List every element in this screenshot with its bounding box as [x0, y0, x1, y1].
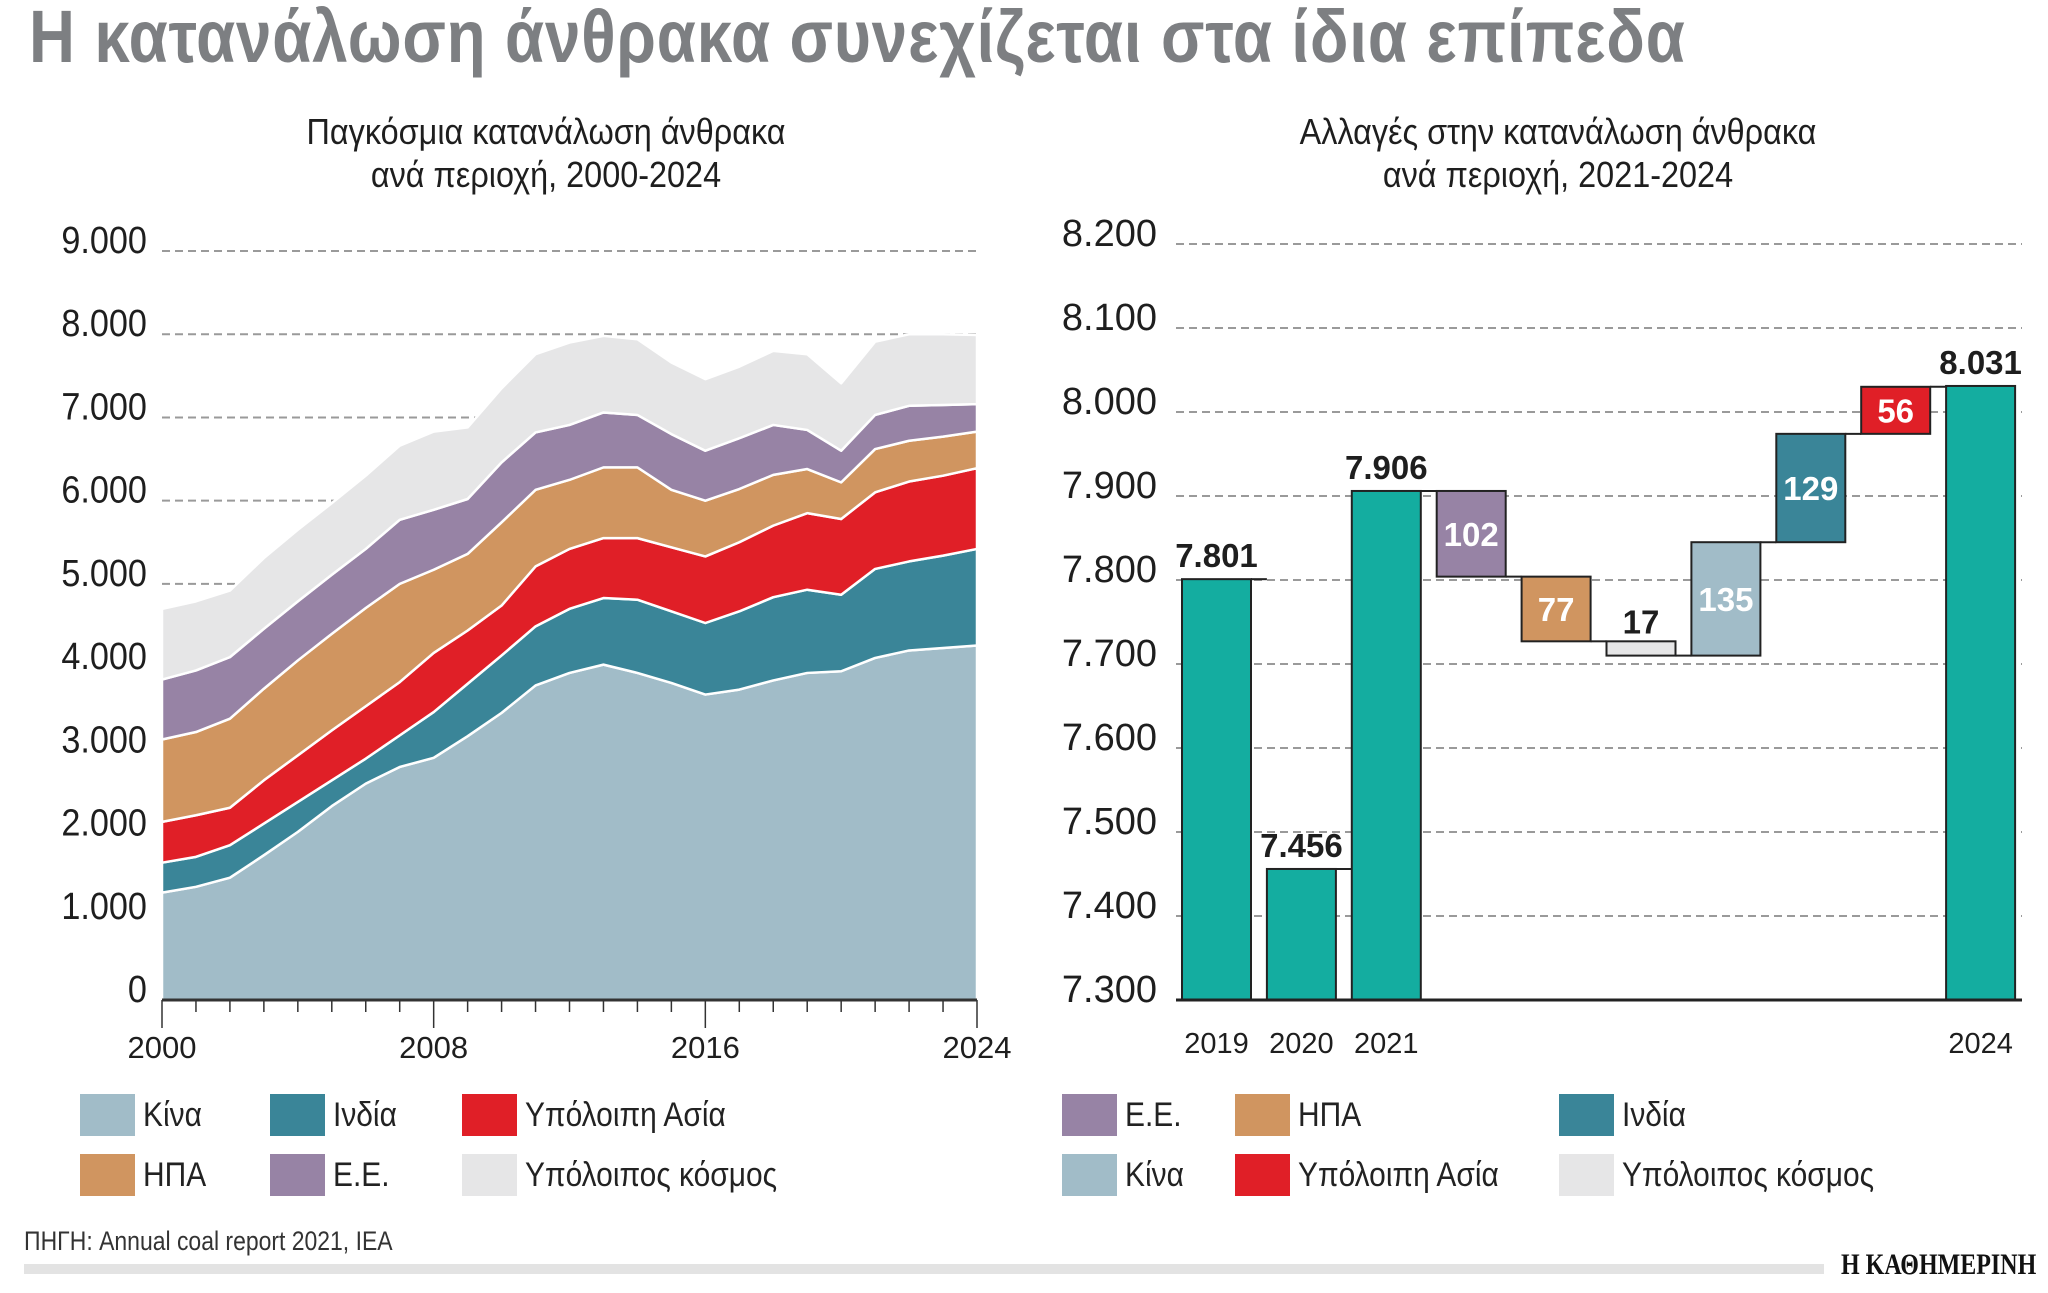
legend-item: Υπόλοιπη Ασία: [1235, 1153, 1526, 1197]
legend-swatch: [270, 1154, 325, 1196]
left-chart-title-line1: Παγκόσμια κατανάλωση άνθρακα: [306, 111, 786, 152]
legend-label: Υπόλοιπη Ασία: [1298, 1155, 1499, 1194]
legend-swatch: [80, 1154, 135, 1196]
bar-value-label: 56: [1877, 392, 1914, 429]
legend-swatch: [1559, 1154, 1614, 1196]
total-bar: [1181, 578, 1252, 1001]
x-tick-label: 2024: [1948, 1028, 2013, 1060]
bar-value-label: 7.456: [1260, 827, 1343, 864]
y-tick-label: 8.100: [1062, 297, 1157, 339]
total-bar: [1350, 489, 1422, 1001]
left-chart-title-line2: ανά περιοχή, 2000-2024: [370, 154, 722, 195]
right-chart-title-line1: Αλλαγές στην κατανάλωση άνθρακα: [1299, 111, 1817, 152]
total-bar: [1265, 867, 1337, 1002]
legend-label: Ε.Ε.: [333, 1155, 390, 1194]
waterfall-chart: 7.300 7.400 7.500 7.600 7.700 7.800 7.900 8.000…: [1062, 213, 2022, 1060]
legend-item: Κίνα: [1062, 1153, 1192, 1197]
y-tick-label: 7.500: [1062, 801, 1157, 843]
legend-label: Κίνα: [1125, 1155, 1184, 1194]
main-title: Η κατανάλωση άνθρακα συνεχίζεται στα ίδι…: [29, 0, 1686, 78]
y-tick-label: 7.000: [61, 385, 147, 428]
legend-swatch: [462, 1154, 517, 1196]
legend-swatch: [1062, 1094, 1117, 1136]
y-tick-label: 1.000: [61, 884, 147, 927]
x-tick-label: 2021: [1354, 1028, 1419, 1060]
y-tick-label: 8.000: [1062, 381, 1157, 423]
legend-item: Κίνα: [80, 1093, 210, 1137]
delta-bar: [1690, 541, 1762, 657]
publisher-logo: Η ΚΑΘΗΜΕΡΙΝΗ: [1841, 1248, 2037, 1281]
y-tick-label: 7.700: [1062, 633, 1157, 675]
y-tick-label: 7.400: [1062, 885, 1157, 927]
right-chart-title: Αλλαγές στην κατανάλωση άνθρακα ανά περι…: [1198, 110, 1918, 196]
legend-label: Ινδία: [333, 1095, 397, 1134]
y-tick-label: 6.000: [61, 468, 147, 511]
y-tick-label: 7.300: [1062, 969, 1157, 1011]
bar-value-label: 77: [1538, 591, 1575, 628]
delta-bar: [1435, 489, 1507, 578]
legend-item: ΗΠΑ: [1235, 1093, 1370, 1137]
left-chart-title: Παγκόσμια κατανάλωση άνθρακα ανά περιοχή…: [186, 110, 906, 196]
y-tick-label: 4.000: [61, 634, 147, 677]
y-tick-label: 7.600: [1062, 717, 1157, 759]
y-tick-label: 8.000: [61, 302, 147, 345]
x-tick-label: 2024: [943, 1030, 1012, 1065]
legend-label: ΗΠΑ: [1298, 1095, 1362, 1134]
delta-bar: [1860, 385, 1932, 435]
bar-value-label: 8.031: [1939, 344, 2022, 381]
legend-label: Ινδία: [1622, 1095, 1686, 1134]
total-bar: [1945, 384, 2017, 1001]
y-tick-label: 5.000: [61, 551, 147, 594]
bar-value-label: 17: [1623, 603, 1660, 640]
delta-bar: [1775, 432, 1847, 544]
source-note: ΠΗΓΗ: Annual coal report 2021, IEA: [24, 1226, 393, 1256]
legend-swatch: [462, 1094, 517, 1136]
legend-label: Ε.Ε.: [1125, 1095, 1182, 1134]
y-tick-label: 9.000: [61, 218, 147, 261]
area-series-rest_world: [160, 332, 979, 681]
legend-item: Ινδία: [1559, 1093, 1695, 1137]
legend-item: ΗΠΑ: [80, 1153, 215, 1197]
bar-value-label: 135: [1698, 581, 1753, 618]
legend-item: Ε.Ε.: [270, 1153, 397, 1197]
x-tick-label: 2020: [1269, 1028, 1334, 1060]
legend-swatch: [1235, 1154, 1290, 1196]
x-tick-label: 2019: [1184, 1028, 1249, 1060]
legend-item: Ινδία: [270, 1093, 406, 1137]
y-tick-label: 2.000: [61, 801, 147, 844]
y-tick-label: 7.800: [1062, 549, 1157, 591]
legend-label: Κίνα: [143, 1095, 202, 1134]
legend-swatch: [1062, 1154, 1117, 1196]
x-tick-label: 2008: [399, 1030, 468, 1065]
legend-swatch: [270, 1094, 325, 1136]
bar-value-label: 129: [1783, 470, 1838, 507]
legend-swatch: [80, 1094, 135, 1136]
legend-item: Υπόλοιπος κόσμος: [462, 1153, 811, 1197]
delta-bar: [1520, 575, 1592, 643]
x-tick-label: 2000: [128, 1030, 197, 1065]
bar-value-label: 102: [1444, 516, 1499, 553]
y-tick-label: 3.000: [61, 718, 147, 761]
delta-bar: [1605, 640, 1677, 657]
y-tick-label: 7.900: [1062, 465, 1157, 507]
legend-label: ΗΠΑ: [143, 1155, 207, 1194]
right-chart-title-line2: ανά περιοχή, 2021-2024: [1382, 154, 1734, 195]
legend-label: Υπόλοιπος κόσμος: [1622, 1155, 1875, 1194]
y-tick-label: 0: [128, 967, 147, 1010]
legend-item: Υπόλοιπος κόσμος: [1559, 1153, 1908, 1197]
legend-swatch: [1235, 1094, 1290, 1136]
legend-item: Υπόλοιπη Ασία: [462, 1093, 753, 1137]
footer-bar: [24, 1264, 1824, 1274]
legend-item: Ε.Ε.: [1062, 1093, 1189, 1137]
area-chart: 0 1.000 2.000 3.000 4.000 5.000 6.000 7.000 8.00…: [61, 218, 1011, 1065]
legend-label: Υπόλοιπος κόσμος: [525, 1155, 778, 1194]
bar-value-label: 7.801: [1175, 537, 1258, 574]
y-tick-label: 8.200: [1062, 213, 1157, 255]
legend-label: Υπόλοιπη Ασία: [525, 1095, 726, 1134]
legend-swatch: [1559, 1094, 1614, 1136]
bar-value-label: 7.906: [1345, 449, 1428, 486]
x-tick-label: 2016: [671, 1030, 740, 1065]
